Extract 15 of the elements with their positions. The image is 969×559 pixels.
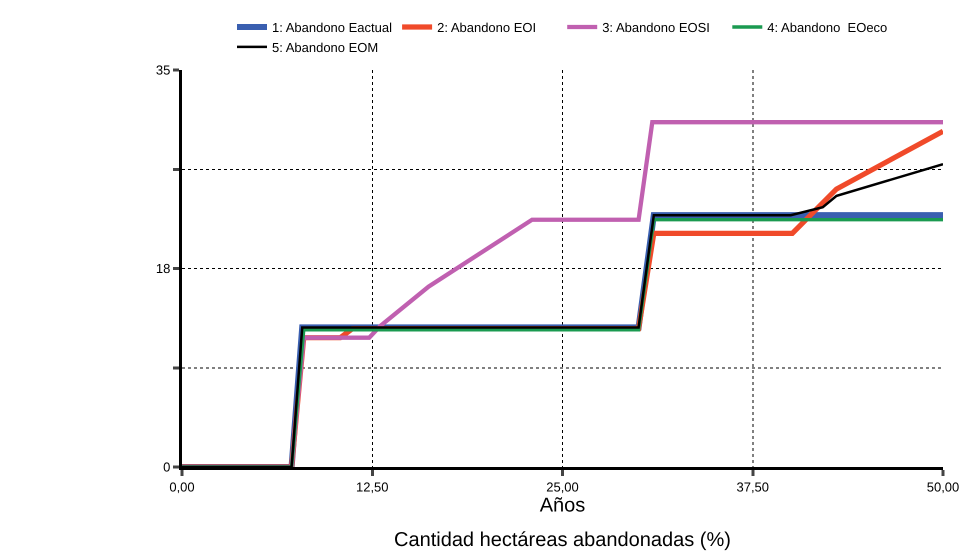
x-tick-label: 0,00 (169, 480, 195, 495)
text: Cantidad hectáreas abandonadas (%) (394, 529, 731, 551)
legend-label: 3: Abandono EOSI (602, 20, 710, 36)
x-tick-label: 12,50 (356, 480, 389, 495)
x-axis-title: Años (540, 494, 586, 517)
x-tick-label: 25,00 (546, 480, 579, 495)
legend-label: 4: Abandono EOeco (767, 20, 888, 36)
y-tick-label: 35 (156, 62, 170, 78)
y-tick-label: 0 (163, 460, 170, 475)
legend-label: 1: Abandono Eactual (272, 20, 392, 36)
x-tick-label: 37,50 (736, 480, 770, 495)
legend-label: 5: Abandono EOM (272, 40, 378, 55)
x-tick-label: 50,00 (926, 480, 960, 495)
legend-label: 2: Abandono EOI (437, 20, 536, 36)
y-tick-label: 18 (156, 261, 170, 276)
